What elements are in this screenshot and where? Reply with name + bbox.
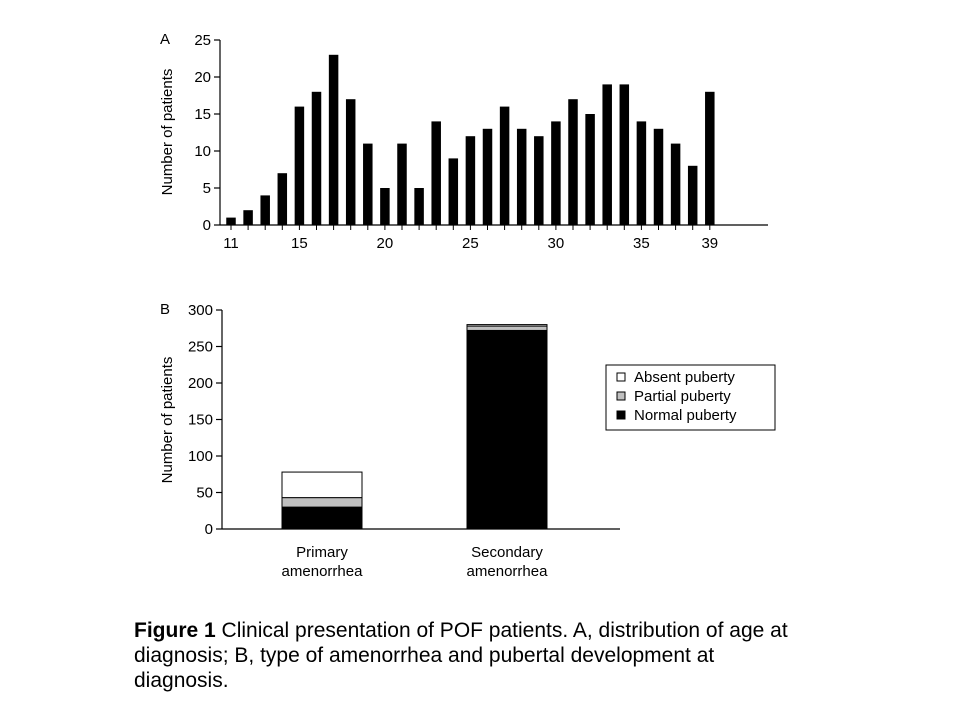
bar bbox=[397, 143, 407, 225]
bar bbox=[414, 188, 424, 225]
y-tick-label: 300 bbox=[188, 302, 213, 319]
y-tick-label: 10 bbox=[194, 143, 211, 160]
bar bbox=[482, 128, 493, 225]
bar bbox=[499, 106, 510, 225]
x-tick-label: 25 bbox=[462, 235, 479, 252]
y-tick-label: 200 bbox=[188, 375, 213, 392]
y-tick-label: 150 bbox=[188, 412, 213, 429]
bar bbox=[431, 121, 441, 225]
x-tick-label: 11 bbox=[223, 235, 239, 252]
bar bbox=[516, 128, 527, 225]
bar-segment bbox=[281, 497, 363, 508]
legend: Absent puberty Partial puberty Normal pube… bbox=[605, 364, 776, 431]
legend-swatch bbox=[616, 372, 626, 382]
y-axis-title: Number of patients bbox=[159, 357, 176, 484]
bar bbox=[448, 158, 459, 225]
legend-label: Partial puberty bbox=[634, 388, 731, 405]
bar bbox=[585, 114, 595, 225]
bar bbox=[551, 121, 561, 225]
bar bbox=[328, 54, 339, 225]
y-tick-label: 20 bbox=[194, 69, 211, 86]
y-tick-label: 50 bbox=[196, 485, 213, 502]
y-tick-label: 25 bbox=[194, 32, 211, 49]
x-category-label: Primary bbox=[296, 544, 348, 561]
bar bbox=[534, 136, 544, 225]
bar bbox=[311, 91, 322, 225]
legend-label: Absent puberty bbox=[634, 369, 735, 386]
legend-swatch bbox=[616, 391, 626, 401]
bar bbox=[345, 99, 356, 225]
y-tick-label: 15 bbox=[194, 106, 211, 123]
bar bbox=[465, 136, 476, 225]
legend-label: Normal puberty bbox=[634, 407, 737, 424]
caption-label: Figure 1 bbox=[134, 619, 216, 642]
bar bbox=[226, 217, 236, 225]
bar bbox=[380, 188, 390, 225]
chart-panel-a: A Number of patients 0 5 10 15 20 25 11 15 20 25… bbox=[159, 31, 768, 252]
x-tick-label: 35 bbox=[633, 235, 650, 252]
bar-segment bbox=[281, 506, 363, 530]
figure-caption: Figure 1 Clinical presentation of POF pa… bbox=[134, 618, 804, 693]
legend-swatch bbox=[616, 410, 626, 420]
bar bbox=[363, 143, 373, 225]
bar bbox=[670, 143, 681, 225]
bar bbox=[619, 84, 630, 226]
bar bbox=[277, 173, 288, 225]
y-axis-title: Number of patients bbox=[159, 69, 176, 196]
x-category-label: amenorrhea bbox=[282, 563, 364, 580]
x-tick-label: 39 bbox=[701, 235, 718, 252]
bar bbox=[636, 121, 647, 225]
panel-label: A bbox=[160, 31, 170, 48]
bar-segment bbox=[466, 329, 548, 530]
bar bbox=[705, 91, 715, 225]
y-tick-label: 250 bbox=[188, 339, 213, 356]
bar-segment bbox=[466, 325, 548, 331]
y-tick-label: 0 bbox=[203, 217, 211, 234]
y-tick-label: 5 bbox=[203, 180, 211, 197]
legend-box bbox=[605, 364, 776, 431]
caption-text: Clinical presentation of POF patients. A… bbox=[134, 619, 788, 692]
bar bbox=[568, 99, 578, 225]
chart-panel-b: B Number of patients 050100150200250300 … bbox=[159, 301, 776, 580]
y-tick-label: 0 bbox=[205, 521, 213, 538]
x-tick-label: 15 bbox=[291, 235, 308, 252]
bar-segment bbox=[281, 471, 363, 499]
x-category-label: amenorrhea bbox=[467, 563, 549, 580]
bar bbox=[260, 195, 270, 225]
y-tick-label: 100 bbox=[188, 448, 213, 465]
bar bbox=[243, 210, 253, 225]
bar bbox=[602, 84, 612, 226]
bar-segment bbox=[466, 324, 548, 327]
bar bbox=[653, 128, 664, 225]
x-category-label: Secondary bbox=[471, 544, 543, 561]
bar bbox=[294, 106, 305, 225]
panel-label: B bbox=[160, 301, 170, 318]
x-tick-label: 20 bbox=[377, 235, 394, 252]
x-tick-label: 30 bbox=[548, 235, 565, 252]
bar bbox=[687, 165, 698, 225]
